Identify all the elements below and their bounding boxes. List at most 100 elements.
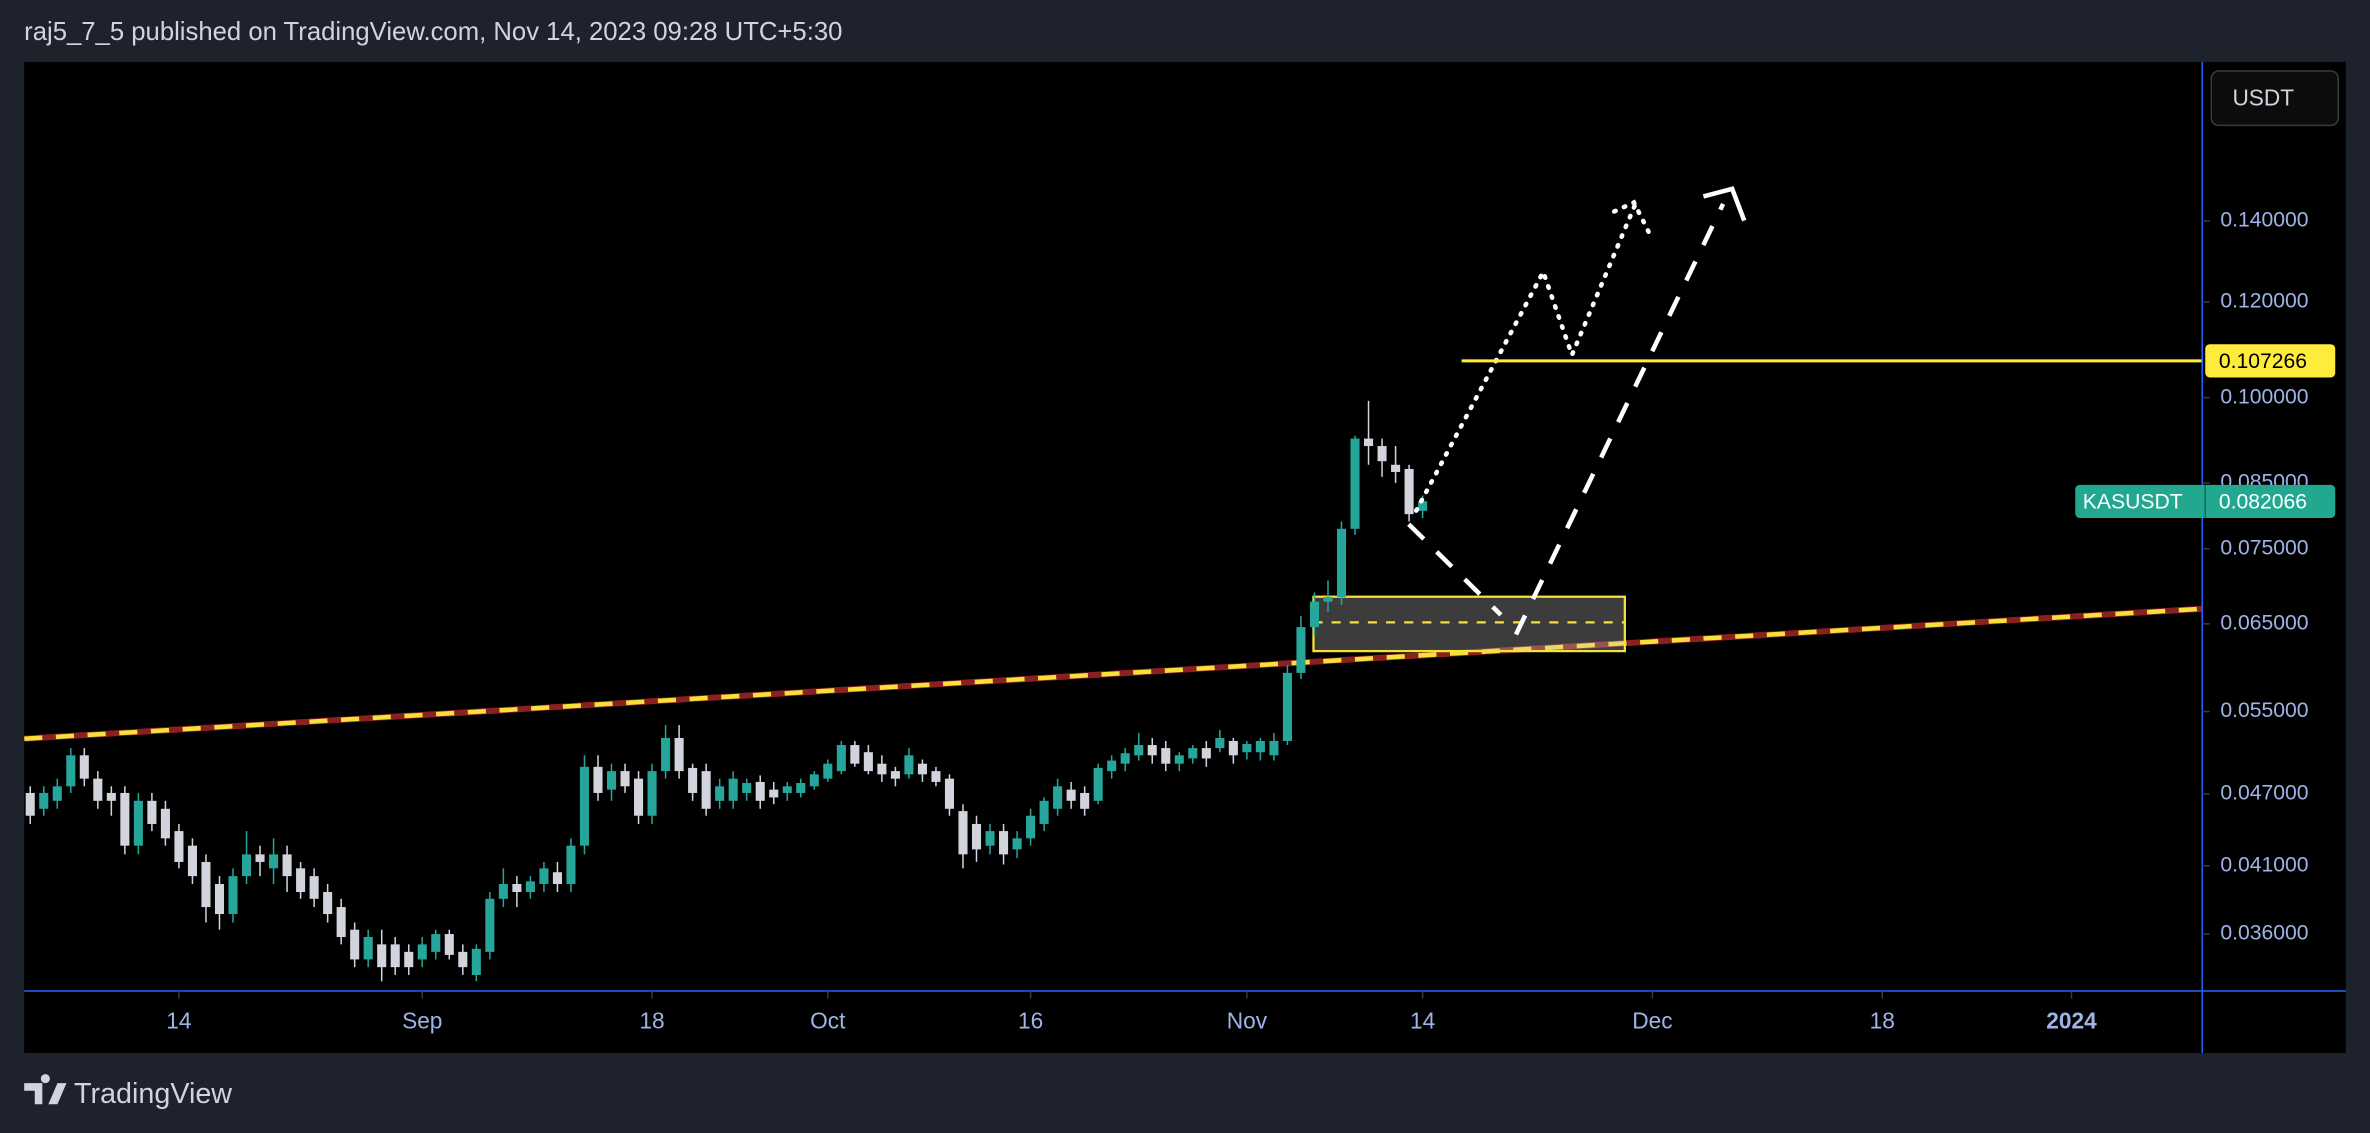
demand-zone	[1312, 595, 1626, 653]
candle-body	[1323, 597, 1333, 602]
x-tick-label: Sep	[402, 1008, 442, 1034]
candle-body	[1026, 815, 1036, 839]
candle-body	[350, 929, 360, 960]
candle-body	[1269, 740, 1279, 756]
y-tick-label: 0.075000	[2220, 536, 2308, 559]
x-tick-label: Nov	[1227, 1008, 1268, 1034]
candle-body	[1093, 767, 1103, 801]
candle-body	[39, 792, 49, 809]
candle-body	[1080, 792, 1090, 809]
projection-dashed	[1513, 202, 1726, 636]
candle-body	[782, 786, 792, 793]
candle-body	[525, 881, 535, 893]
candle-body	[958, 811, 968, 855]
plot-area	[24, 186, 2203, 982]
candle-body	[1012, 838, 1022, 850]
currency-button[interactable]: USDT	[2210, 70, 2340, 127]
x-tick-label: 16	[1018, 1008, 1043, 1034]
candle-body	[1242, 744, 1252, 753]
candle-body	[336, 907, 346, 937]
candle-body	[1053, 786, 1063, 809]
candle-body	[512, 884, 522, 893]
candle-body	[1107, 760, 1117, 772]
candle-body	[850, 745, 860, 764]
y-tick-label: 0.100000	[2220, 385, 2308, 408]
candle-body	[431, 934, 441, 952]
candle-body	[255, 854, 265, 862]
candle-body	[1309, 601, 1320, 628]
brand-name: TradingView	[74, 1078, 232, 1110]
candle-body	[1404, 468, 1414, 515]
logo-mark	[24, 1074, 67, 1105]
candle-body	[471, 948, 481, 975]
candle-body	[160, 808, 170, 839]
candle-body	[458, 951, 468, 968]
y-tick-label: 0.047000	[2220, 782, 2308, 805]
publish-header: raj5_7_5 published on TradingView.com, N…	[24, 18, 842, 46]
candle-body	[133, 800, 143, 846]
candle-body	[1364, 438, 1374, 447]
candle-body	[688, 767, 698, 793]
arrow-head	[1702, 186, 1747, 222]
candle-body	[228, 876, 238, 915]
tradingview-logo: TradingView	[24, 1074, 232, 1110]
candle-body	[647, 771, 657, 816]
candle-body	[796, 783, 806, 793]
x-tick-label: Oct	[810, 1008, 846, 1034]
y-tick-label: 0.036000	[2220, 922, 2308, 945]
price-label-box	[2205, 344, 2336, 378]
candle-body	[377, 944, 387, 968]
candle-body	[728, 778, 738, 801]
candle-body	[1188, 748, 1198, 759]
candle-body	[606, 771, 617, 790]
candle-body	[620, 771, 630, 787]
candle-body	[836, 745, 846, 772]
candle-body	[579, 766, 590, 846]
candle-body	[755, 781, 765, 801]
candle-body	[809, 774, 819, 787]
x-tick-label: 2024	[2046, 1008, 2097, 1034]
y-tick-label: 0.065000	[2220, 611, 2308, 634]
candle-body	[106, 792, 116, 801]
x-tick-label: 14	[1410, 1008, 1435, 1034]
candle-body	[147, 800, 157, 824]
candle-body	[552, 872, 562, 885]
candle-body	[485, 898, 495, 952]
candle-body	[566, 845, 576, 885]
candle-body	[174, 831, 184, 862]
candle-body	[323, 892, 333, 915]
last-price-label: 0.082066	[2219, 491, 2307, 514]
candle-body	[66, 755, 76, 787]
candle-body	[282, 854, 292, 877]
candle-body	[1282, 672, 1292, 741]
candle-body	[1377, 446, 1387, 462]
candle-body	[120, 792, 130, 846]
candle-body	[52, 786, 62, 801]
candles	[25, 400, 1428, 982]
candle-body	[269, 854, 279, 869]
candle-body	[498, 884, 508, 899]
candle-body	[1418, 501, 1428, 511]
candle-body	[1174, 755, 1184, 764]
candle-body	[890, 771, 900, 779]
x-tick-label: 18	[1870, 1008, 1895, 1034]
candle-body	[1066, 789, 1076, 801]
candle-body	[674, 737, 684, 772]
candle-body	[1296, 627, 1306, 673]
candle-body	[1336, 528, 1347, 598]
x-tick-label: 14	[166, 1008, 191, 1034]
candle-body	[634, 778, 644, 816]
candle-body	[661, 737, 671, 772]
candle-body	[904, 755, 914, 775]
button-box[interactable]	[2210, 70, 2340, 127]
candle-body	[444, 934, 454, 955]
candle-body	[769, 789, 779, 798]
x-tick-label: Dec	[1632, 1008, 1672, 1034]
candle-body	[1201, 748, 1211, 759]
button-label[interactable]: USDT	[2232, 85, 2294, 111]
candle-body	[187, 845, 197, 877]
candle-body	[715, 786, 725, 801]
candle-body	[971, 823, 982, 850]
candle-body	[823, 763, 833, 779]
